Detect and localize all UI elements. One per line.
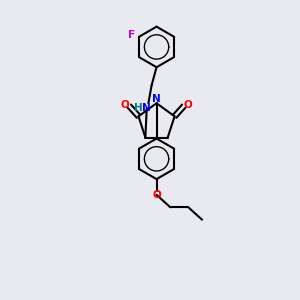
Text: H: H xyxy=(134,103,143,113)
Text: N: N xyxy=(152,94,161,104)
Text: O: O xyxy=(121,100,129,110)
Text: F: F xyxy=(128,30,135,40)
Text: O: O xyxy=(184,100,192,110)
Text: N: N xyxy=(142,103,151,113)
Text: O: O xyxy=(152,190,161,200)
